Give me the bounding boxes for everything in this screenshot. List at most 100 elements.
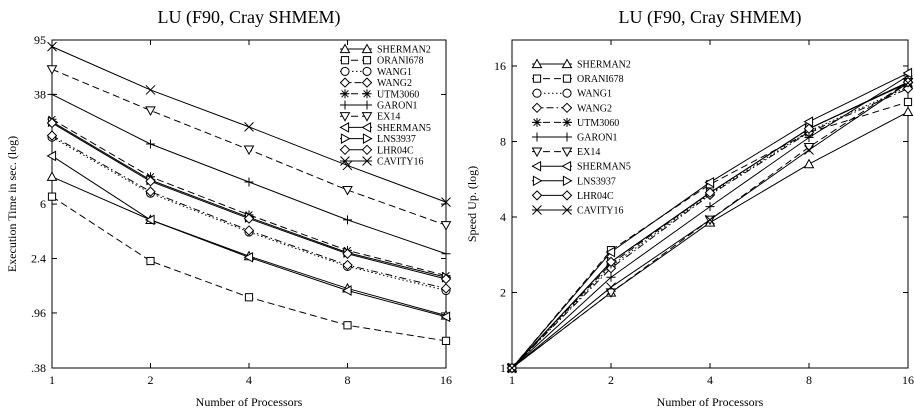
data-point-lhr04c	[704, 187, 716, 198]
execution-time-chart: LU (F90, Cray SHMEM) Number of Processor…	[5, 7, 452, 409]
legend-marker	[562, 175, 573, 187]
legend-marker	[361, 122, 372, 133]
y-axis-label-left: Execution Time in sec. (log)	[5, 136, 19, 272]
data-point-cavity16	[244, 122, 254, 132]
data-point-cavity16	[507, 363, 517, 373]
data-point-garon1	[146, 139, 155, 149]
legend-marker	[340, 156, 350, 166]
x-tick-label: 4	[246, 373, 252, 387]
data-point-cavity16	[145, 85, 156, 95]
data-point-ex14	[440, 221, 452, 231]
legend-marker	[561, 147, 573, 158]
legend-entry: LNS3937	[577, 176, 616, 187]
legend-entry: EX14	[377, 112, 400, 123]
data-point-orani678	[146, 256, 155, 266]
data-point-sherman2	[803, 158, 815, 169]
data-point-cavity16	[342, 160, 353, 171]
chart-title-right: LU (F90, Cray SHMEM)	[619, 7, 802, 28]
data-point-lhr04c	[605, 256, 617, 268]
data-point-cavity16	[606, 282, 616, 293]
data-point-garon1	[441, 249, 451, 259]
x-tick-label: 2	[608, 373, 614, 387]
y-tick-label: 38	[34, 87, 46, 101]
legend-entry: GARON1	[377, 101, 418, 112]
series-line-orani678	[511, 101, 909, 369]
legend-entry: WANG2	[577, 103, 612, 114]
legend-marker	[361, 43, 373, 54]
data-point-wang2	[243, 225, 255, 236]
data-point-sherman5	[243, 251, 254, 263]
x-tick-label: 8	[806, 373, 812, 387]
legend-marker	[532, 205, 542, 215]
legend-marker	[532, 88, 542, 98]
legend-marker	[340, 66, 350, 76]
legend-entry: CAVITY16	[377, 157, 423, 168]
data-point-lhr04c	[243, 213, 255, 224]
legend-marker	[339, 112, 351, 122]
data-point-garon1	[343, 215, 352, 225]
data-point-wang2	[145, 186, 156, 197]
legend-entry: ORANI678	[377, 56, 424, 67]
data-point-sherman5	[605, 246, 616, 258]
legend-marker	[340, 89, 350, 99]
data-point-orani678	[47, 192, 57, 201]
legend-marker	[531, 190, 543, 201]
legend-entry: LHR04C	[377, 145, 414, 156]
data-point-ex14	[243, 145, 255, 156]
legend-marker	[562, 88, 572, 98]
y-axis-label-right: Speed Up. (log)	[465, 166, 479, 242]
legend-entry: WANG1	[577, 89, 612, 100]
data-point-orani678	[244, 293, 254, 302]
data-point-sherman2	[46, 171, 58, 181]
series-layer-left	[46, 41, 452, 345]
y-tick-label: 8	[500, 135, 506, 149]
legend-marker	[362, 56, 372, 65]
legend-marker	[361, 144, 373, 156]
legend-entry: SHERMAN5	[577, 162, 631, 173]
legend-marker	[340, 133, 351, 144]
legend-marker	[361, 112, 373, 122]
data-point-sherman5	[144, 214, 155, 226]
data-point-garon1	[804, 132, 814, 142]
legend-marker	[562, 205, 572, 215]
legend-entry: LNS3937	[377, 134, 416, 145]
x-axis-label-right: Number of Processors	[657, 395, 764, 409]
legend-entry: LHR04C	[577, 191, 614, 202]
data-point-orani678	[441, 336, 451, 345]
data-point-sherman5	[803, 116, 814, 127]
legend-marker	[532, 74, 542, 83]
data-point-sherman5	[341, 285, 352, 296]
legend-marker	[531, 102, 543, 114]
legend-left: SHERMAN2ORANI678WANG1WANG2UTM3060GARON1E…	[339, 43, 431, 168]
x-tick-label: 8	[345, 373, 351, 387]
legend-marker	[561, 102, 573, 114]
legend-marker	[562, 74, 572, 83]
data-point-garon1	[705, 202, 715, 212]
series-line-utm3060	[51, 118, 447, 277]
legend-marker	[362, 66, 372, 76]
series-line-sherman2	[511, 111, 909, 369]
axis-ticks-right: 1 2 4 8 16 1 2 4 8 16	[494, 40, 914, 387]
data-point-wang2	[440, 283, 452, 294]
data-point-cavity16	[705, 214, 715, 225]
legend-marker	[532, 132, 542, 142]
legend-marker	[561, 58, 573, 69]
legend-entry: CAVITY16	[577, 206, 623, 217]
legend-marker	[339, 122, 350, 133]
data-point-lhr04c	[803, 123, 815, 134]
legend-entry: WANG1	[377, 67, 412, 78]
x-tick-label: 16	[902, 373, 914, 387]
y-tick-label: 2.4	[31, 252, 46, 266]
legend-marker	[340, 100, 350, 110]
legend-entry: SHERMAN2	[377, 45, 431, 56]
y-tick-label: 4	[500, 210, 506, 224]
series-line-wang1	[51, 136, 447, 292]
data-point-sherman2	[902, 106, 914, 116]
legend-marker	[562, 132, 572, 142]
data-point-lhr04c	[342, 248, 353, 259]
data-point-cavity16	[47, 41, 57, 52]
x-tick-label: 1	[49, 373, 55, 387]
y-tick-label: 6	[40, 197, 46, 211]
series-line-wang1	[511, 86, 909, 369]
x-tick-label: 1	[509, 373, 515, 387]
